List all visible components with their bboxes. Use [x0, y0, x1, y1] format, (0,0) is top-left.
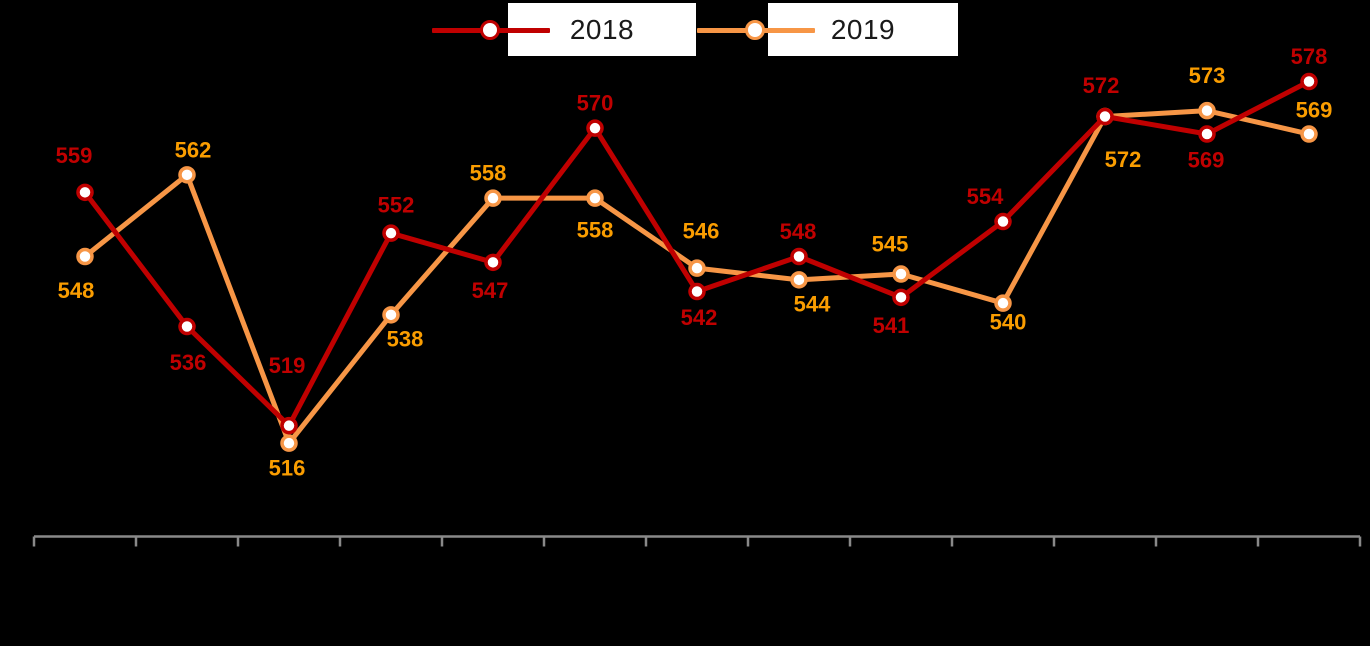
- data-label-2018: 536: [170, 350, 207, 375]
- data-labels-2018: 559 536 519 552 547 570 542 548 541 554 572 569 578: [56, 44, 1328, 378]
- data-point-marker-2018: [1300, 72, 1318, 91]
- data-label-2018: 578: [1291, 44, 1328, 69]
- data-label-2019: 558: [470, 161, 507, 186]
- data-label-2019: 538: [387, 326, 424, 351]
- data-labels-2019: 548 562 516 538 558 558 546 544 545 540 572 573 569: [58, 63, 1333, 480]
- data-label-2018: 559: [56, 143, 93, 168]
- data-point-marker-2019: [1198, 101, 1216, 120]
- data-point-marker-2018: [994, 212, 1012, 231]
- data-point-marker-2018: [382, 224, 400, 242]
- legend-marker-2018: [480, 19, 500, 40]
- data-point-marker-2019: [586, 189, 604, 207]
- data-point-marker-2018: [76, 183, 94, 202]
- legend-marker-2019: [745, 19, 765, 40]
- data-label-2019: 544: [794, 291, 831, 316]
- data-point-marker-2018: [178, 317, 196, 336]
- data-point-marker-2019: [178, 166, 196, 184]
- data-label-2018: 570: [577, 91, 614, 116]
- data-point-marker-2019: [892, 265, 910, 283]
- data-label-2019: 546: [683, 219, 720, 244]
- data-point-marker-2018: [484, 253, 502, 272]
- data-label-2018: 547: [472, 278, 509, 303]
- data-point-marker-2018: [892, 288, 910, 307]
- data-label-2018: 519: [269, 353, 306, 378]
- data-point-marker-2018: [790, 247, 808, 266]
- series-2018: [76, 72, 1318, 435]
- data-point-marker-2018: [1198, 125, 1216, 143]
- data-point-marker-2019: [280, 434, 298, 452]
- data-label-2019: 516: [269, 456, 306, 481]
- data-label-2019: 569: [1296, 98, 1333, 123]
- x-axis: [32, 535, 1362, 547]
- data-label-2018: 572: [1083, 73, 1120, 98]
- data-label-2019: 562: [175, 137, 212, 162]
- legend-label-2018: 2018: [569, 13, 635, 45]
- data-label-2019: 540: [990, 310, 1027, 335]
- data-point-marker-2019: [790, 271, 808, 289]
- data-point-marker-2019: [382, 306, 400, 324]
- data-label-2019: 548: [58, 278, 95, 303]
- data-point-marker-2019: [688, 259, 706, 277]
- data-label-2018: 554: [967, 184, 1004, 209]
- data-label-2019: 573: [1189, 63, 1226, 88]
- data-point-marker-2019: [1300, 125, 1318, 143]
- data-point-marker-2019: [484, 189, 502, 207]
- data-label-2019: 572: [1105, 147, 1142, 172]
- data-point-marker-2018: [1096, 107, 1114, 126]
- data-point-marker-2018: [688, 282, 706, 301]
- data-label-2019: 558: [577, 218, 614, 243]
- chart-legend: 2018 2019: [0, 0, 1370, 60]
- data-point-marker-2019: [994, 294, 1012, 312]
- data-label-2018: 542: [681, 305, 718, 330]
- data-point-marker-2019: [76, 247, 94, 266]
- data-label-2018: 541: [873, 313, 910, 338]
- data-label-2018: 548: [780, 219, 817, 244]
- data-point-marker-2018: [586, 119, 604, 137]
- data-label-2018: 569: [1188, 148, 1225, 173]
- data-label-2019: 545: [872, 232, 909, 257]
- data-point-marker-2018: [280, 416, 298, 435]
- legend-label-2019: 2019: [830, 13, 896, 45]
- data-label-2018: 552: [378, 193, 415, 218]
